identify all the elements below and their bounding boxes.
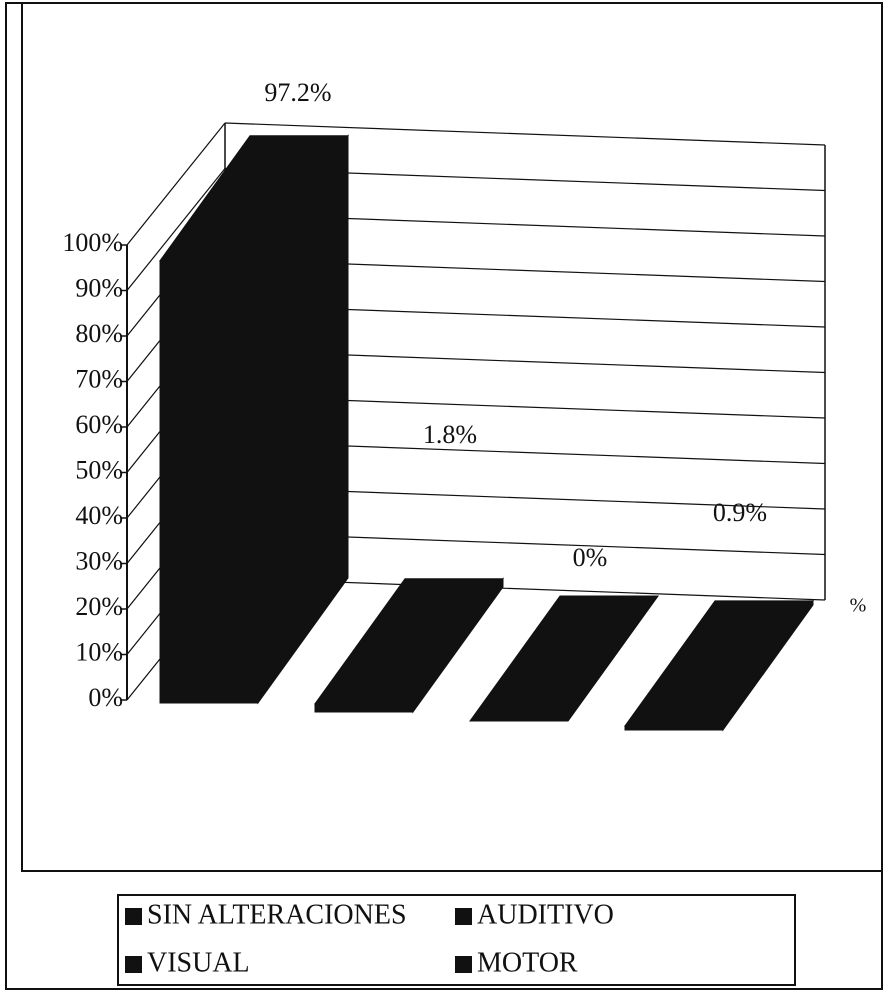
- y-tick-label: 20%: [75, 592, 123, 621]
- bar-side: [567, 595, 659, 722]
- legend-label: VISUAL: [147, 947, 250, 978]
- value-label: 97.2%: [264, 78, 331, 107]
- page-frame: [5, 2, 883, 990]
- y-tick-label: 70%: [75, 364, 123, 393]
- legend-label: SIN ALTERACIONES: [147, 899, 407, 930]
- legend-frame: [117, 894, 796, 986]
- bar-front: [314, 703, 414, 713]
- bar: [624, 599, 814, 732]
- y-tick-label: 40%: [75, 501, 123, 530]
- legend-label: MOTOR: [477, 947, 578, 978]
- legend-swatch: [125, 956, 142, 973]
- bar: [314, 577, 504, 714]
- y-tick-label: 0%: [88, 683, 123, 712]
- y-tick-label: 100%: [62, 228, 123, 257]
- legend-swatch: [125, 908, 142, 925]
- y-tick-label: 80%: [75, 319, 123, 348]
- y-tick-label: 90%: [75, 273, 123, 302]
- legend-swatch: [455, 908, 472, 925]
- grid-line: [126, 168, 226, 291]
- value-label: 1.8%: [423, 420, 477, 449]
- bar-front: [159, 260, 259, 704]
- grid-line: [224, 122, 826, 146]
- y-tick-label: 10%: [75, 637, 123, 666]
- bar-front: [624, 725, 724, 731]
- axis-label: %: [850, 595, 867, 617]
- bar-top: [314, 578, 504, 705]
- bar: [469, 595, 659, 722]
- grid-line: [126, 122, 226, 246]
- bar-top: [624, 600, 814, 727]
- legend-label: AUDITIVO: [477, 899, 614, 930]
- legend-swatch: [455, 956, 472, 973]
- y-tick-label: 60%: [75, 410, 123, 439]
- y-tick-label: 50%: [75, 455, 123, 484]
- value-label: 0%: [573, 543, 608, 572]
- plot-frame: [21, 2, 883, 872]
- y-tick-label: 30%: [75, 546, 123, 575]
- legend: SIN ALTERACIONES AUDITIVO VISUAL MOTOR: [125, 899, 614, 978]
- bar: [159, 134, 349, 705]
- value-label: 0.9%: [713, 498, 767, 527]
- bar-top: [469, 595, 659, 722]
